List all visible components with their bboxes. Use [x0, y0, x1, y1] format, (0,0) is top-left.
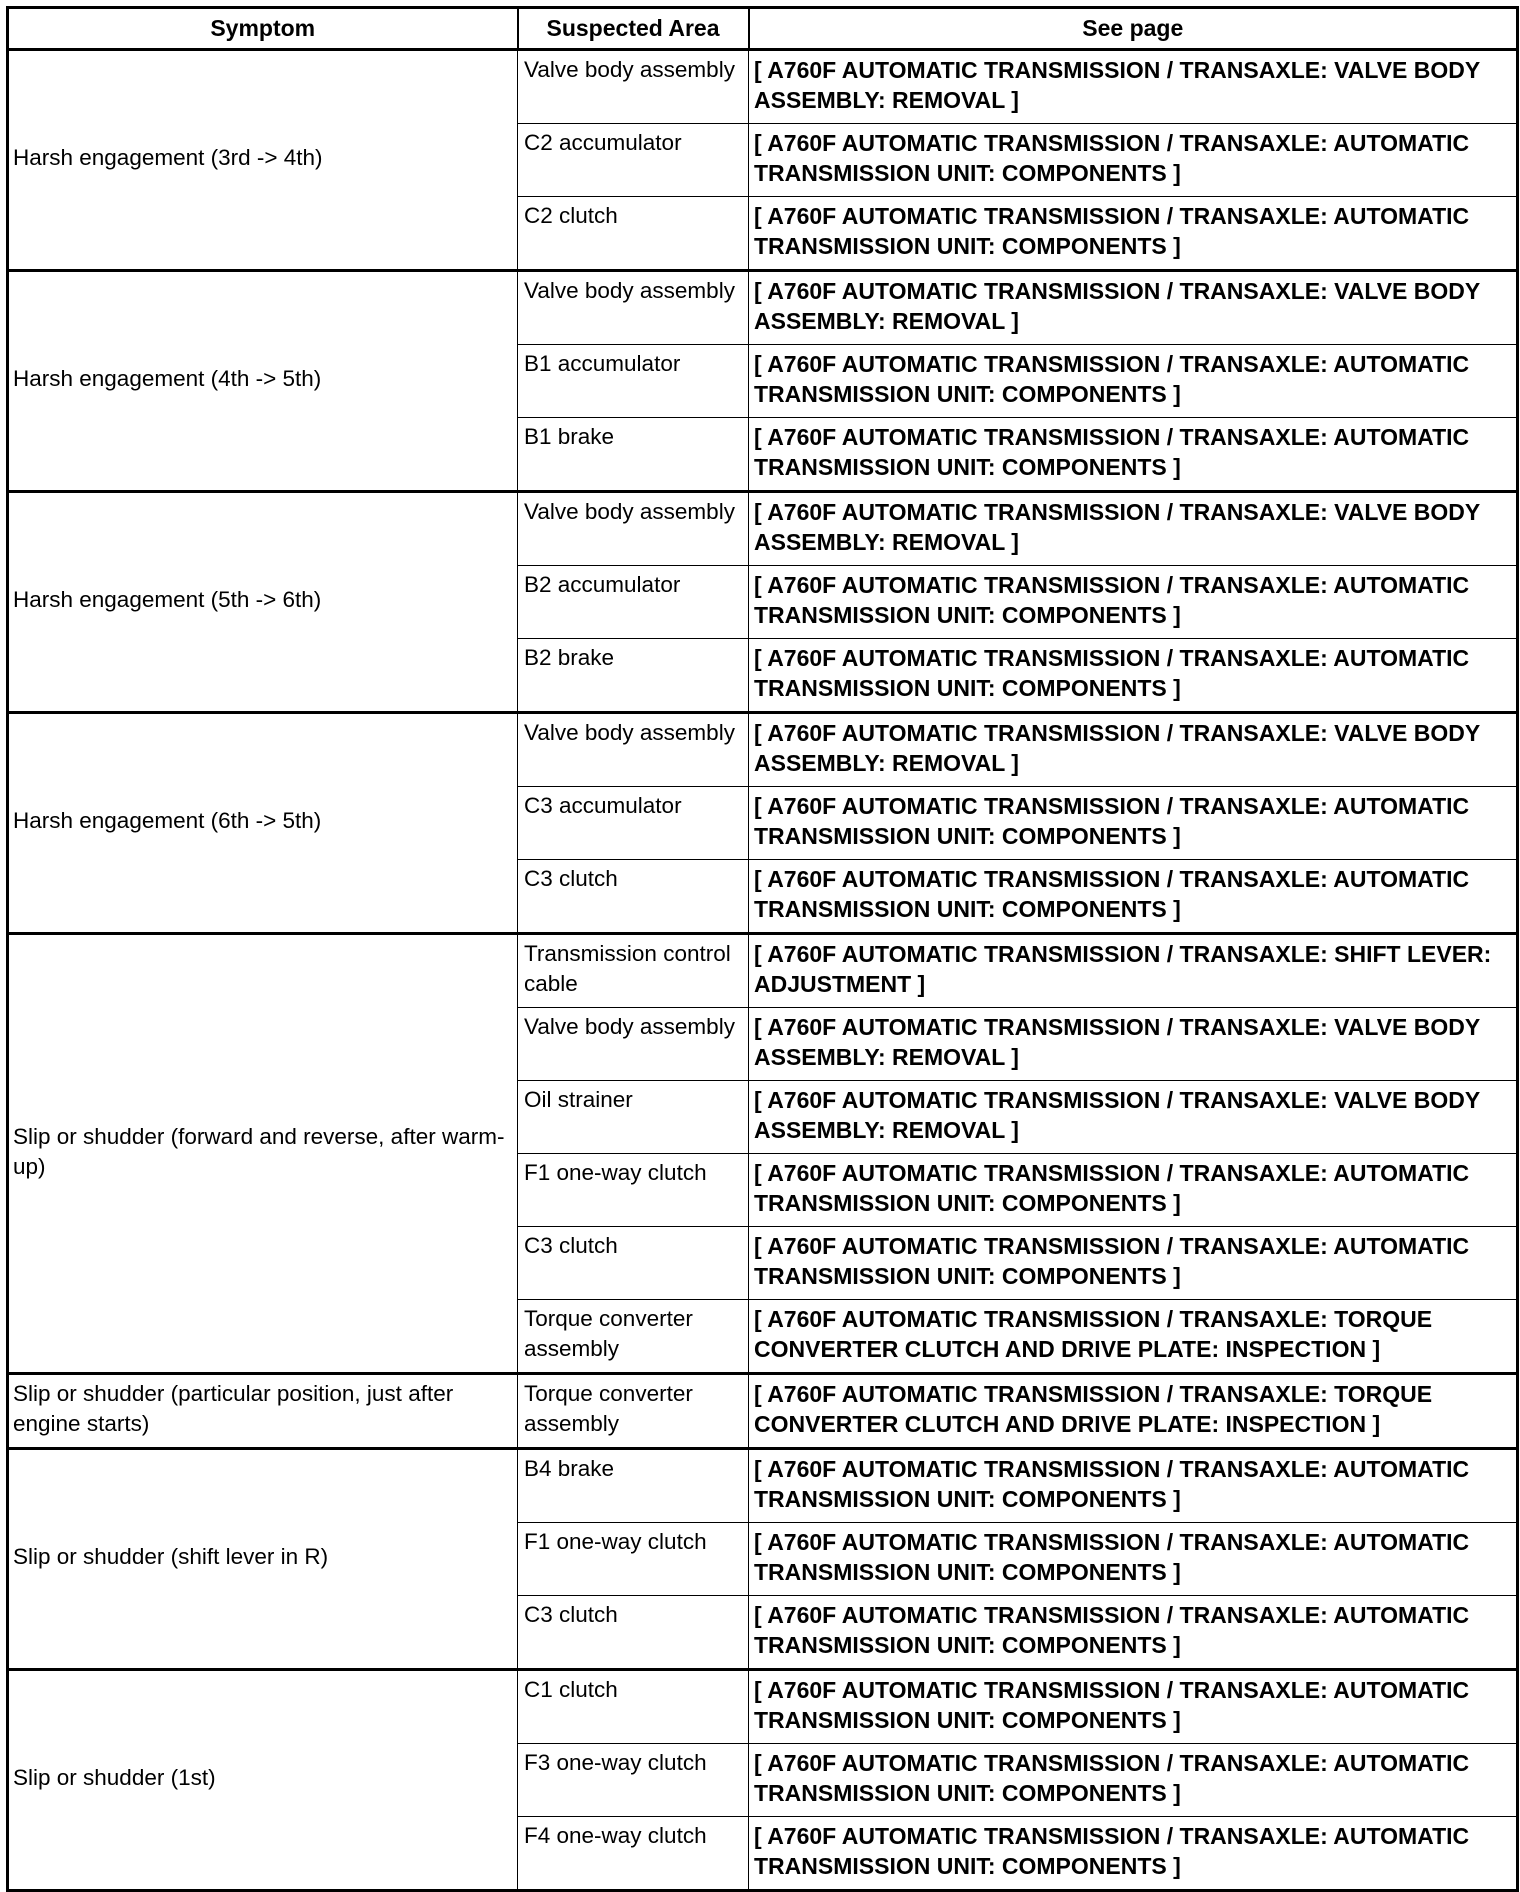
table-row: B1 brake[ A760F AUTOMATIC TRANSMISSION /…	[8, 417, 1518, 492]
symptom-cell: Slip or shudder (particular position, ju…	[7, 1372, 518, 1450]
suspected-area-cell: B4 brake	[517, 1447, 749, 1523]
table-row: Slip or shudder (shift lever in R) B4 bra…	[7, 1447, 1518, 1671]
see-page-link[interactable]: [ A760F AUTOMATIC TRANSMISSION / TRANSAX…	[748, 1668, 1518, 1744]
suspected-area-cell: C3 clutch	[517, 1226, 749, 1300]
suspected-area-cell: C2 clutch	[517, 196, 749, 271]
see-page-link[interactable]: [ A760F AUTOMATIC TRANSMISSION / TRANSAX…	[748, 1447, 1518, 1523]
see-page-link[interactable]: [ A760F AUTOMATIC TRANSMISSION / TRANSAX…	[748, 859, 1518, 934]
table-row: B2 brake[ A760F AUTOMATIC TRANSMISSION /…	[8, 638, 1518, 713]
header-see-page: See page	[747, 6, 1519, 51]
symptom-cell: Harsh engagement (6th -> 5th)	[7, 711, 518, 935]
suspected-area-cell: F1 one-way clutch	[517, 1153, 749, 1227]
table-row: F3 one-way clutch[ A760F AUTOMATIC TRANS…	[8, 1743, 1518, 1817]
see-page-link[interactable]: [ A760F AUTOMATIC TRANSMISSION / TRANSAX…	[748, 932, 1518, 1008]
see-page-link[interactable]: [ A760F AUTOMATIC TRANSMISSION / TRANSAX…	[748, 1816, 1518, 1891]
suspected-area-cell: C3 accumulator	[517, 786, 749, 860]
see-page-link[interactable]: [ A760F AUTOMATIC TRANSMISSION / TRANSAX…	[748, 1080, 1518, 1154]
see-page-link[interactable]: [ A760F AUTOMATIC TRANSMISSION / TRANSAX…	[748, 1372, 1518, 1449]
see-page-link[interactable]: [ A760F AUTOMATIC TRANSMISSION / TRANSAX…	[748, 711, 1518, 787]
table-row: Harsh engagement (3rd -> 4th) Valve body …	[7, 48, 1518, 272]
see-page-link[interactable]: [ A760F AUTOMATIC TRANSMISSION / TRANSAX…	[748, 638, 1518, 713]
see-page-link[interactable]: [ A760F AUTOMATIC TRANSMISSION / TRANSAX…	[748, 1522, 1518, 1596]
suspected-area-cell: B1 brake	[517, 417, 749, 492]
suspected-area-cell: B1 accumulator	[517, 344, 749, 418]
suspected-area-cell: Valve body assembly	[517, 1007, 749, 1081]
suspected-area-cell: C3 clutch	[517, 859, 749, 934]
symptom-cell: Slip or shudder (shift lever in R)	[7, 1447, 518, 1671]
see-page-link[interactable]: [ A760F AUTOMATIC TRANSMISSION / TRANSAX…	[748, 490, 1518, 566]
table-row: Oil strainer[ A760F AUTOMATIC TRANSMISSI…	[8, 1080, 1518, 1154]
suspected-area-cell: F3 one-way clutch	[517, 1743, 749, 1817]
suspected-area-cell: B2 brake	[517, 638, 749, 713]
table-row: Torque converter assembly[ A760F AUTOMAT…	[8, 1299, 1518, 1374]
suspected-area-cell: Transmission control cable	[517, 932, 749, 1008]
see-page-link[interactable]: [ A760F AUTOMATIC TRANSMISSION / TRANSAX…	[748, 344, 1518, 418]
table-row: C2 accumulator[ A760F AUTOMATIC TRANSMIS…	[8, 123, 1518, 197]
suspected-area-cell: Valve body assembly	[517, 48, 749, 124]
table-row: F1 one-way clutch[ A760F AUTOMATIC TRANS…	[8, 1522, 1518, 1596]
table-row: C2 clutch[ A760F AUTOMATIC TRANSMISSION …	[8, 196, 1518, 271]
see-page-link[interactable]: [ A760F AUTOMATIC TRANSMISSION / TRANSAX…	[748, 48, 1518, 124]
suspected-area-cell: C3 clutch	[517, 1595, 749, 1670]
suspected-area-cell: Valve body assembly	[517, 490, 749, 566]
suspected-area-cell: Oil strainer	[517, 1080, 749, 1154]
see-page-link[interactable]: [ A760F AUTOMATIC TRANSMISSION / TRANSAX…	[748, 786, 1518, 860]
table-row: Harsh engagement (4th -> 5th) Valve body …	[7, 269, 1518, 493]
suspected-area-cell: Valve body assembly	[517, 269, 749, 345]
see-page-link[interactable]: [ A760F AUTOMATIC TRANSMISSION / TRANSAX…	[748, 1153, 1518, 1227]
header-suspected-area: Suspected Area	[516, 6, 750, 51]
suspected-area-cell: Valve body assembly	[517, 711, 749, 787]
table-row: C3 accumulator[ A760F AUTOMATIC TRANSMIS…	[8, 786, 1518, 860]
table-row: B2 accumulator[ A760F AUTOMATIC TRANSMIS…	[8, 565, 1518, 639]
see-page-link[interactable]: [ A760F AUTOMATIC TRANSMISSION / TRANSAX…	[748, 1595, 1518, 1670]
table-row: Slip or shudder (1st) C1 clutch[ A760F AU…	[7, 1668, 1518, 1892]
suspected-area-cell: F4 one-way clutch	[517, 1816, 749, 1891]
see-page-link[interactable]: [ A760F AUTOMATIC TRANSMISSION / TRANSAX…	[748, 269, 1518, 345]
suspected-area-cell: B2 accumulator	[517, 565, 749, 639]
symptom-cell: Harsh engagement (4th -> 5th)	[7, 269, 518, 493]
see-page-link[interactable]: [ A760F AUTOMATIC TRANSMISSION / TRANSAX…	[748, 196, 1518, 271]
see-page-link[interactable]: [ A760F AUTOMATIC TRANSMISSION / TRANSAX…	[748, 1299, 1518, 1374]
see-page-link[interactable]: [ A760F AUTOMATIC TRANSMISSION / TRANSAX…	[748, 1007, 1518, 1081]
symptom-cell: Slip or shudder (1st)	[7, 1668, 518, 1892]
see-page-link[interactable]: [ A760F AUTOMATIC TRANSMISSION / TRANSAX…	[748, 565, 1518, 639]
header-row: Symptom Suspected Area See page	[6, 6, 1519, 51]
suspected-area-cell: Torque converter assembly	[517, 1299, 749, 1374]
table-row: B1 accumulator[ A760F AUTOMATIC TRANSMIS…	[8, 344, 1518, 418]
suspected-area-cell: Torque converter assembly	[517, 1372, 749, 1449]
see-page-link[interactable]: [ A760F AUTOMATIC TRANSMISSION / TRANSAX…	[748, 1743, 1518, 1817]
table-row: Slip or shudder (forward and reverse, af…	[7, 932, 1518, 1375]
header-symptom: Symptom	[6, 6, 519, 51]
see-page-link[interactable]: [ A760F AUTOMATIC TRANSMISSION / TRANSAX…	[748, 417, 1518, 492]
suspected-area-cell: F1 one-way clutch	[517, 1522, 749, 1596]
symptom-cell: Harsh engagement (5th -> 6th)	[7, 490, 518, 714]
table-row: C3 clutch[ A760F AUTOMATIC TRANSMISSION …	[8, 859, 1518, 934]
symptom-cell: Harsh engagement (3rd -> 4th)	[7, 48, 518, 272]
table-body: Harsh engagement (3rd -> 4th) Valve body …	[7, 48, 1518, 1892]
symptom-cell: Slip or shudder (forward and reverse, af…	[7, 932, 518, 1375]
see-page-link[interactable]: [ A760F AUTOMATIC TRANSMISSION / TRANSAX…	[748, 1226, 1518, 1300]
table-row: Valve body assembly[ A760F AUTOMATIC TRA…	[8, 1007, 1518, 1081]
table-row: Harsh engagement (5th -> 6th) Valve body …	[7, 490, 1518, 714]
table-row: Slip or shudder (particular position, ju…	[7, 1372, 1518, 1450]
suspected-area-cell: C2 accumulator	[517, 123, 749, 197]
suspected-area-cell: C1 clutch	[517, 1668, 749, 1744]
table-row: C3 clutch[ A760F AUTOMATIC TRANSMISSION …	[8, 1226, 1518, 1300]
see-page-link[interactable]: [ A760F AUTOMATIC TRANSMISSION / TRANSAX…	[748, 123, 1518, 197]
table-row: Harsh engagement (6th -> 5th) Valve body …	[7, 711, 1518, 935]
troubleshooting-table: Symptom Suspected Area See page Harsh en…	[6, 6, 1519, 1892]
